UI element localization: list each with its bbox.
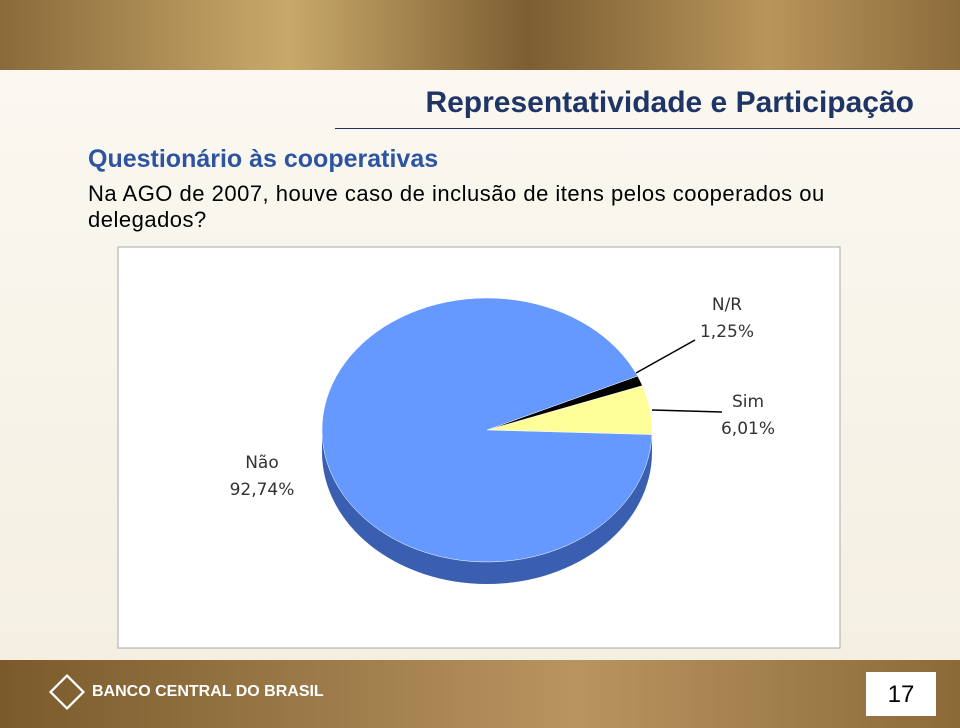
page-number: 17	[866, 672, 936, 716]
value-label: 6,01%	[721, 419, 775, 439]
pie-slice	[321, 297, 653, 563]
question: Na AGO de 2007, houve caso de inclusão d…	[88, 181, 825, 232]
slice-label: N/R	[712, 295, 742, 315]
value-label: 1,25%	[700, 322, 754, 342]
brand: BANCO CENTRAL DO BRASIL	[92, 683, 324, 700]
slice-label: Sim	[732, 392, 764, 412]
slice-label: Não	[245, 453, 279, 473]
title-rule	[335, 128, 960, 129]
subtitle: Questionário às cooperativas	[88, 145, 439, 173]
header-band	[0, 0, 960, 70]
footer-band	[0, 660, 960, 728]
slide-title: Representatividade e Participação	[425, 86, 914, 119]
leader-line	[651, 409, 723, 413]
value-label: 92,74%	[230, 480, 295, 500]
leader-line	[635, 339, 696, 374]
